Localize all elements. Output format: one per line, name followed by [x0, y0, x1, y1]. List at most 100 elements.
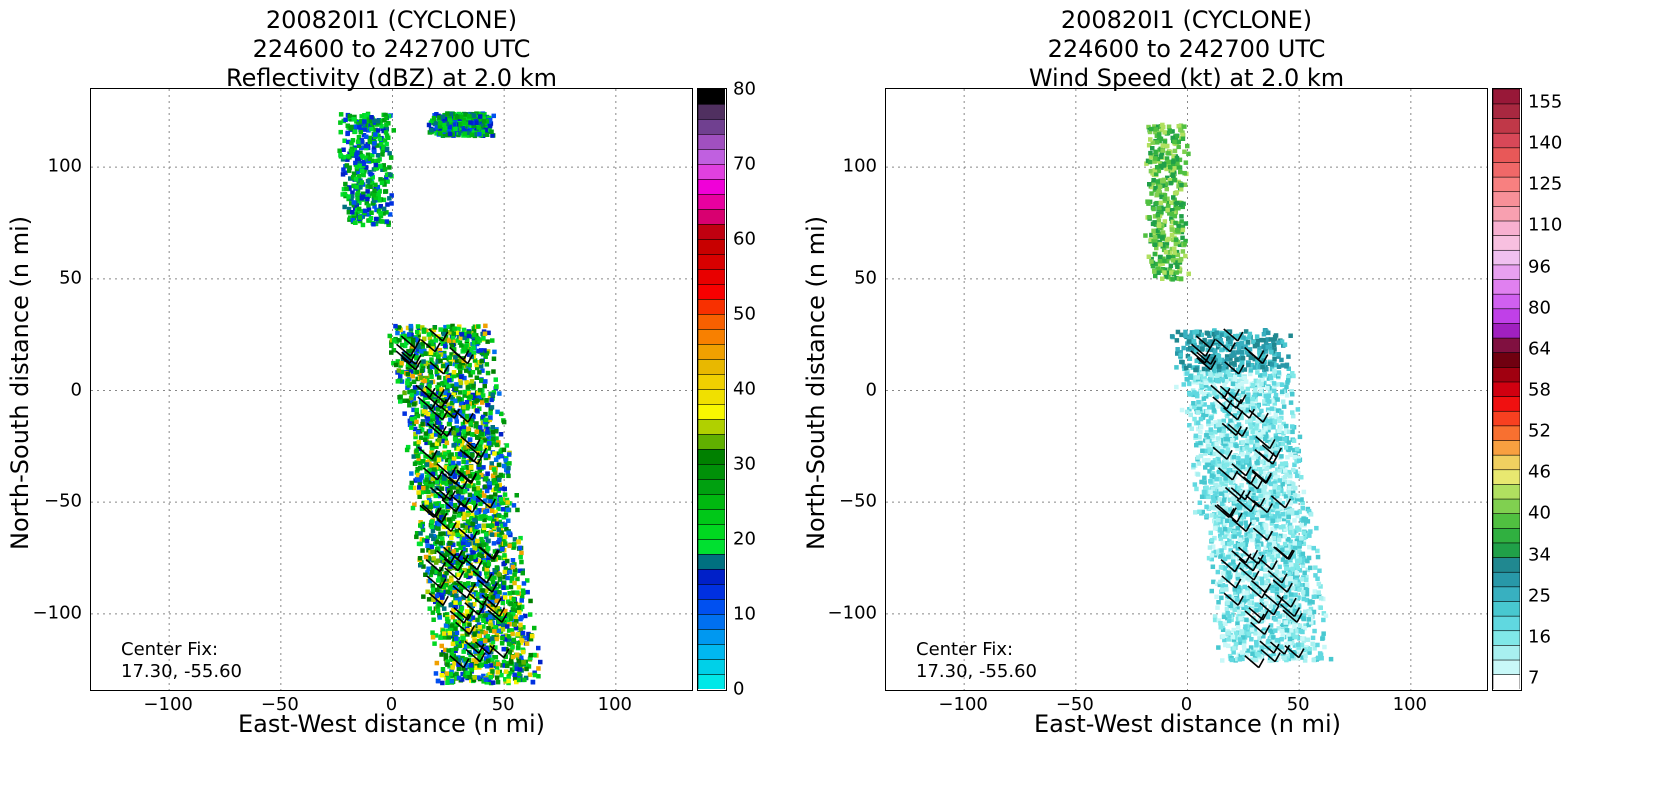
echo-cell [370, 201, 376, 206]
echo-cell [462, 497, 467, 502]
echo-cell [482, 517, 487, 523]
echo-cell [467, 473, 473, 479]
wind-barb-flag [456, 549, 464, 560]
right-title-line-3: Wind Speed (kt) at 2.0 km [1028, 64, 1345, 92]
echo-cell [471, 404, 476, 409]
echo-cell [459, 114, 464, 120]
wind-barb-flag [453, 408, 461, 419]
echo-cell [1216, 618, 1222, 623]
echo-cell [1258, 551, 1263, 557]
echo-cell [1145, 199, 1150, 204]
echo-cell [356, 180, 361, 186]
echo-cell [1177, 157, 1183, 163]
echo-cell [1212, 352, 1218, 357]
wind-barb-flag [471, 530, 479, 541]
echo-cell [1167, 211, 1172, 216]
echo-cell [456, 326, 461, 332]
echo-cell [490, 657, 495, 663]
wind-barb [474, 641, 496, 655]
echo-cell [460, 523, 465, 528]
echo-cell [1176, 223, 1181, 229]
echo-cell [346, 194, 351, 199]
echo-cell [459, 476, 464, 482]
wind-barb-flag [501, 612, 508, 623]
echo-cell [437, 347, 443, 353]
echo-cell [1157, 223, 1162, 228]
echo-cell [501, 580, 507, 585]
echo-cell [496, 628, 501, 633]
echo-cell [501, 646, 506, 652]
echo-cell [452, 619, 458, 624]
wind-barb [417, 396, 438, 410]
echo-cell [465, 632, 470, 637]
echo-cell [442, 353, 447, 359]
echo-cell [1306, 555, 1312, 561]
wind-barb-shaft [428, 592, 444, 606]
echo-cell [471, 381, 476, 386]
echo-cell [377, 189, 382, 194]
echo-cell [422, 351, 427, 356]
echo-cell [383, 189, 388, 194]
echo-cell [349, 117, 354, 122]
echo-cell [474, 644, 479, 649]
echo-cell [464, 460, 469, 465]
echo-cell [481, 618, 486, 623]
echo-cell [362, 127, 367, 132]
echo-cell [473, 569, 479, 574]
echo-cell [1172, 213, 1178, 219]
echo-cell [368, 184, 373, 189]
echo-cell [387, 151, 392, 156]
echo-cell [1220, 658, 1225, 663]
echo-cell [483, 659, 489, 664]
echo-cell [449, 626, 454, 632]
echo-cell [460, 540, 466, 545]
echo-cell [460, 413, 465, 419]
echo-cell [455, 532, 460, 538]
echo-cell [1158, 200, 1164, 206]
echo-cell [494, 436, 499, 441]
echo-cell [372, 149, 377, 154]
echo-cell [426, 566, 431, 571]
echo-cell [467, 437, 473, 442]
wind-barb [464, 602, 485, 616]
echo-cell [442, 612, 448, 618]
echo-cell [437, 521, 442, 527]
echo-cell [1214, 390, 1220, 395]
colorbar-segment [697, 478, 726, 495]
echo-cell [453, 414, 459, 420]
echo-cell [337, 148, 342, 153]
echo-cell [510, 654, 516, 660]
wind-barb-flag [435, 507, 442, 518]
echo-cell [1294, 586, 1299, 592]
echo-cell [384, 115, 389, 121]
echo-cell [1176, 221, 1181, 226]
echo-cell [443, 334, 449, 340]
echo-cell [464, 413, 470, 419]
echo-cell [427, 606, 432, 611]
echo-cell [432, 467, 437, 472]
echo-cell [479, 650, 484, 655]
echo-cell [423, 454, 428, 459]
echo-cell [1196, 461, 1202, 466]
echo-cell [519, 638, 525, 643]
echo-cell [479, 600, 484, 605]
echo-cell [447, 330, 452, 335]
echo-cell [1169, 224, 1174, 230]
wind-barb-flag [450, 521, 457, 532]
echo-cell [365, 152, 371, 157]
echo-cell [447, 530, 452, 535]
colorbar-segment [697, 88, 726, 105]
echo-cell [439, 652, 444, 657]
echo-cell [343, 170, 348, 175]
echo-cell [1153, 171, 1159, 177]
echo-cell [472, 665, 478, 670]
echo-cell [411, 485, 417, 491]
echo-cell [406, 383, 412, 388]
echo-cell [480, 528, 486, 534]
echo-cell [1229, 373, 1235, 378]
echo-cell [1168, 180, 1173, 186]
echo-cell [512, 672, 517, 677]
echo-cell [466, 330, 472, 336]
echo-cell [500, 627, 506, 632]
wind-barb [442, 546, 464, 560]
